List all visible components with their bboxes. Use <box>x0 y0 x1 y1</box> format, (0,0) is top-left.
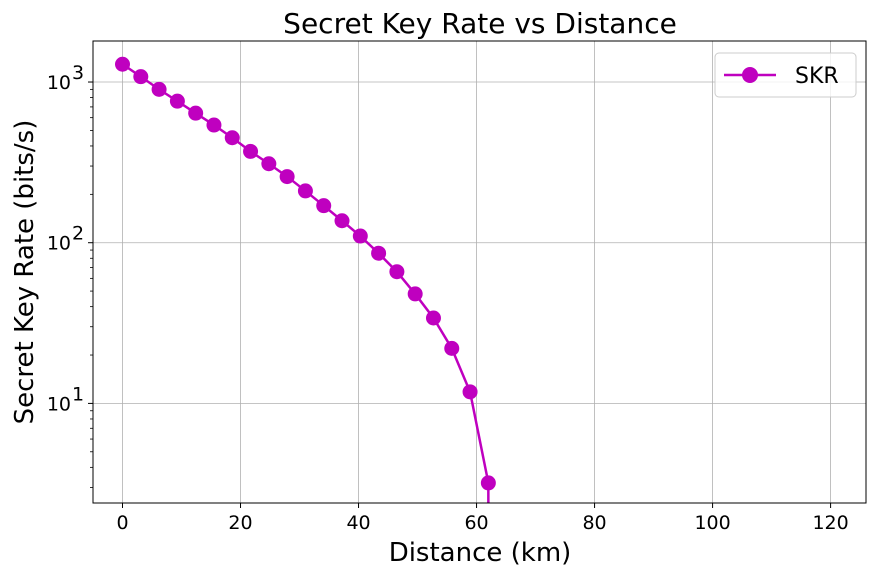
y-tick: 10 1 <box>47 383 93 415</box>
x-tick: 40 <box>346 503 371 534</box>
data-point <box>316 198 332 214</box>
x-tick: 0 <box>116 503 129 534</box>
y-tick-exponent: 1 <box>72 383 84 405</box>
data-point <box>297 183 313 199</box>
y-axis-label: Secret Key Rate (bits/s) <box>10 120 40 425</box>
data-point <box>371 245 387 261</box>
x-ticks: 0 20 40 60 80 100 120 <box>116 503 849 534</box>
data-point <box>462 384 478 400</box>
legend: SKR <box>714 52 857 98</box>
y-tick-label: 10 <box>47 233 71 255</box>
legend-box <box>714 52 857 98</box>
chart-title: Secret Key Rate vs Distance <box>283 7 677 40</box>
data-point <box>444 340 460 356</box>
x-tick: 20 <box>228 503 253 534</box>
y-tick: 10 3 <box>47 62 93 94</box>
y-tick-label: 10 <box>47 72 71 94</box>
y-tick-exponent: 2 <box>72 223 84 245</box>
series-layer <box>115 56 496 503</box>
data-point <box>133 69 149 85</box>
x-tick-label: 120 <box>812 512 848 534</box>
data-point <box>352 228 368 244</box>
x-tick-label: 100 <box>694 512 730 534</box>
y-tick-exponent: 3 <box>72 62 84 84</box>
data-point <box>334 213 350 229</box>
legend-marker-sample <box>742 67 758 83</box>
x-tick-label: 20 <box>228 512 252 534</box>
y-tick: 10 2 <box>47 223 93 255</box>
data-point <box>279 169 295 185</box>
data-point <box>389 264 405 280</box>
data-point <box>480 475 496 491</box>
x-tick: 80 <box>582 503 607 534</box>
series-skr <box>115 56 496 503</box>
data-point <box>261 156 277 172</box>
x-tick: 120 <box>812 503 849 534</box>
x-tick-label: 60 <box>464 512 488 534</box>
legend-label: SKR <box>795 64 839 89</box>
x-tick: 60 <box>464 503 489 534</box>
plot-frame <box>92 40 867 504</box>
x-tick: 100 <box>694 503 731 534</box>
data-point <box>425 310 441 326</box>
data-point <box>224 130 240 146</box>
data-point <box>169 93 185 109</box>
data-point <box>206 117 222 133</box>
x-tick-label: 40 <box>346 512 370 534</box>
x-axis-label: Distance (km) <box>389 538 572 568</box>
y-tick-label: 10 <box>47 393 71 415</box>
x-tick-label: 0 <box>116 512 128 534</box>
data-point <box>243 143 259 159</box>
data-point <box>151 81 167 97</box>
x-tick-label: 80 <box>582 512 606 534</box>
data-point <box>407 286 423 302</box>
data-point <box>188 105 204 121</box>
data-point <box>115 56 131 72</box>
series-line <box>121 63 490 503</box>
